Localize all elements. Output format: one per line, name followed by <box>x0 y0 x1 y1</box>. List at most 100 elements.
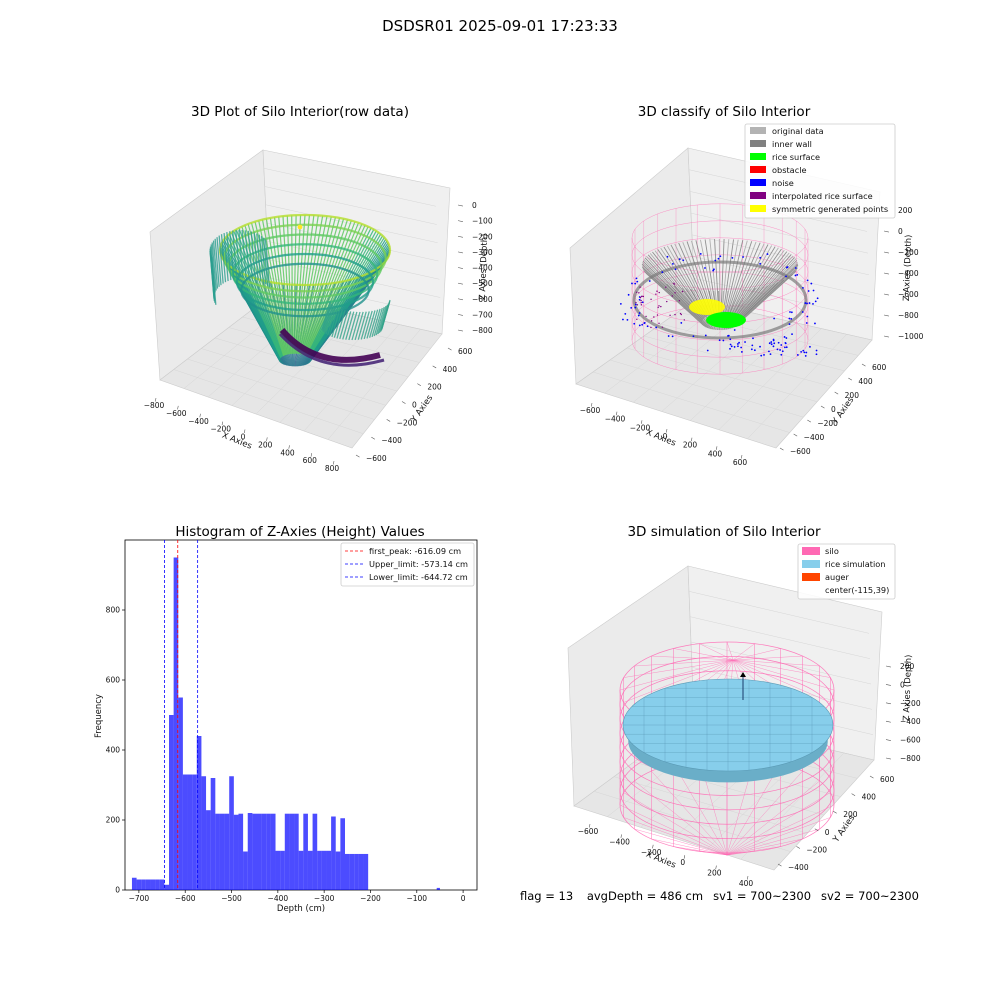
grid-line <box>303 324 400 432</box>
raw-z-tick-label: −600 <box>472 295 493 304</box>
raw-wall-strand <box>331 308 341 338</box>
classify-noise-point <box>790 317 793 320</box>
classify-interpolated-point <box>674 292 676 294</box>
raw-scan-line <box>308 235 384 358</box>
classify-noise-point <box>772 345 775 348</box>
classify-noise-point <box>814 300 817 303</box>
simulation-y-tick-label: 400 <box>862 793 877 802</box>
simulation-center-arrow <box>740 672 746 677</box>
classify-noise-point <box>638 298 641 301</box>
classify-inner-wall-strand <box>721 239 730 315</box>
panel-histogram: Histogram of Z-Axies (Height) Values −70… <box>94 524 478 914</box>
grid-line <box>690 322 797 421</box>
raw-bottom-arc <box>279 328 381 363</box>
classify-interpolated-point <box>658 322 660 324</box>
classify-z-tick-label: −1000 <box>898 332 924 341</box>
classify-legend-swatch <box>750 166 766 173</box>
classify-inner-wall-strand <box>727 241 757 316</box>
raw-x-tick-label: 600 <box>303 456 318 465</box>
classify-interpolated-point <box>660 305 662 308</box>
raw-point-cloud <box>209 213 392 367</box>
histogram-bar <box>358 853 364 890</box>
simulation-x-tick-label-mark <box>620 834 622 838</box>
raw-y-tick-label: −400 <box>381 436 402 445</box>
simulation-silo-bottom <box>726 770 803 856</box>
classify-z-tick-label-mark <box>883 293 889 296</box>
classify-interpolated-point <box>681 290 684 293</box>
simulation-silo-cone <box>651 655 734 661</box>
histogram-bar <box>224 813 230 890</box>
classify-inner-wall-strand <box>726 241 753 315</box>
classify-legend-swatch <box>750 140 766 147</box>
classify-noise-point <box>815 349 818 352</box>
classify-inner-wall-strand <box>737 258 797 321</box>
classify-noise-point <box>794 267 797 269</box>
histogram-bar <box>131 877 137 890</box>
histogram-y-tick-label: 0 <box>115 886 120 895</box>
classify-noise-point <box>719 255 722 258</box>
classify-interpolated-point <box>679 312 682 315</box>
classify-noise-point <box>773 317 776 320</box>
histogram-x-axis-label: Depth (cm) <box>277 904 325 914</box>
simulation-silo-cone <box>732 655 803 661</box>
classify-noise-point <box>738 341 740 344</box>
histogram-bar <box>169 715 174 890</box>
classify-noise-point <box>706 349 709 352</box>
grid-line <box>688 591 870 634</box>
simulation-z-tick-label: −600 <box>900 736 921 745</box>
raw-scan-line <box>306 227 372 357</box>
grid-line <box>265 204 438 243</box>
raw-z-tick-label: −400 <box>472 264 493 273</box>
classify-y-tick-label: 400 <box>858 377 873 386</box>
simulation-z-tick-label: −800 <box>900 754 921 763</box>
histogram-bar <box>238 813 244 890</box>
simulation-z-ticks: 200 0 −200 −400 −600 −800 <box>885 662 921 763</box>
raw-x-tick-label-mark <box>221 421 224 426</box>
raw-wall-strand <box>226 231 232 281</box>
classify-inner-wall-strand <box>728 242 761 316</box>
classify-z-tick-label: −200 <box>898 248 919 257</box>
histogram-bar <box>289 813 295 890</box>
histogram-bar <box>326 850 332 890</box>
grid-line <box>263 168 436 207</box>
histogram-bar <box>210 778 216 890</box>
classify-noise-point <box>744 341 746 343</box>
histogram-bar <box>340 818 345 890</box>
classify-noise-point <box>784 346 786 349</box>
classify-noise-point <box>740 351 743 353</box>
classify-z-tick-label-mark <box>883 251 889 254</box>
classify-interpolated-point <box>639 296 642 299</box>
histogram-bar <box>261 813 267 890</box>
simulation-x-tick-label-mark <box>715 865 717 870</box>
classify-z-tick-label-mark <box>883 230 889 233</box>
classify-legend-label: inner wall <box>772 139 812 149</box>
raw-z-tick-label: −800 <box>472 326 493 335</box>
raw-wall-strand <box>371 308 381 338</box>
raw-x-tick-label: 800 <box>325 464 340 473</box>
classify-noise-point <box>638 312 641 314</box>
simulation-silo-cone <box>732 643 755 661</box>
classify-inner-wall-strand <box>736 254 792 320</box>
raw-scan-line <box>300 217 341 355</box>
classify-x-tick-label-mark <box>666 428 668 433</box>
raw-x-tick-label: −600 <box>166 409 187 418</box>
classify-noise-point <box>805 351 808 354</box>
histogram-legend: first_peak: -616.09 cm Upper_limit: -573.… <box>340 542 475 587</box>
classify-interpolated-point <box>656 290 658 292</box>
classify-noise-point <box>733 346 736 348</box>
classify-noise-point <box>634 303 637 306</box>
simulation-silo-bottom <box>726 851 755 856</box>
raw-wall-strand <box>322 303 333 332</box>
figure-suptitle: DSDSR01 2025-09-01 17:23:33 <box>382 17 618 35</box>
raw-wall-strand <box>216 237 222 286</box>
raw-z-tick-label: −700 <box>472 310 493 319</box>
raw-scan-line <box>307 232 380 358</box>
simulation-silo-bottom <box>634 780 728 856</box>
histogram-bar <box>229 776 234 890</box>
simulation-legend-swatch <box>802 560 820 568</box>
classify-x-tick-label: −400 <box>605 415 626 424</box>
classify-noise-point <box>759 262 762 265</box>
classify-noise-point <box>779 349 781 351</box>
histogram-bar <box>345 853 350 890</box>
